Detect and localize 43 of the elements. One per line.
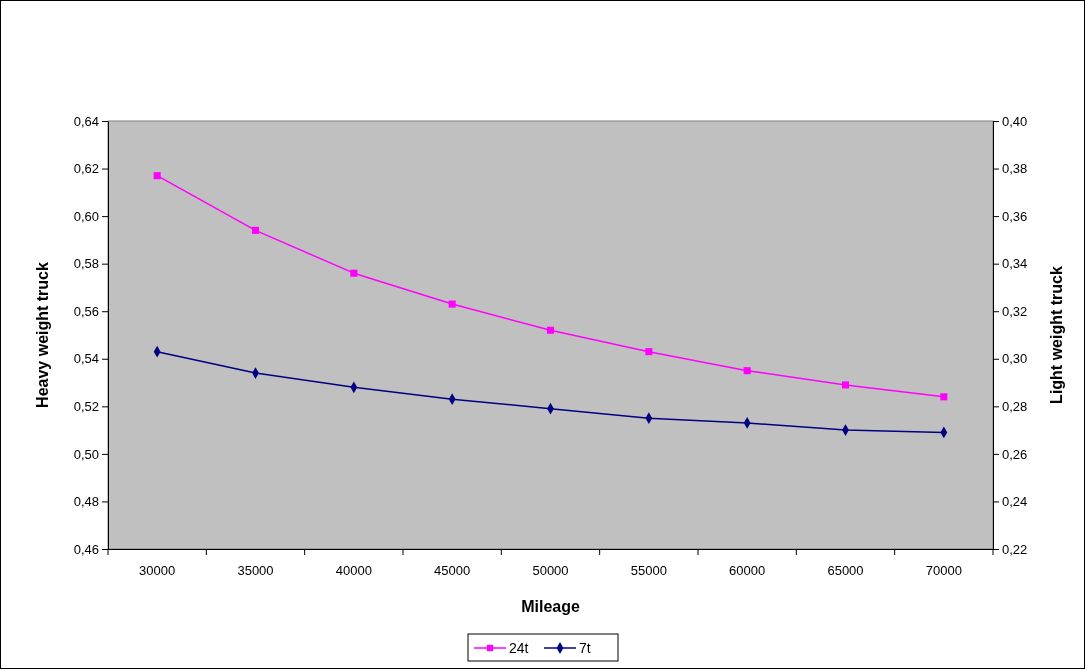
x-tick-label: 40000 bbox=[335, 562, 372, 578]
y-tick-label: 0,60 bbox=[73, 208, 99, 224]
y2-tick-label: 0,28 bbox=[1002, 398, 1028, 414]
y-tick-label: 0,64 bbox=[73, 113, 99, 129]
y2-tick-label: 0,38 bbox=[1002, 161, 1028, 177]
y-tick-label: 0,48 bbox=[73, 494, 99, 510]
point bbox=[841, 381, 850, 389]
point bbox=[546, 326, 555, 334]
y-tick-label: 0,46 bbox=[73, 541, 99, 557]
y2-tick-label: 0,34 bbox=[1002, 256, 1028, 272]
y-tick-label: 0,62 bbox=[73, 161, 99, 177]
y-tick-label: 0,58 bbox=[73, 256, 99, 272]
y-tick-label: 0,50 bbox=[73, 446, 99, 462]
point bbox=[448, 300, 456, 308]
x-tick-label: 55000 bbox=[630, 562, 667, 578]
x-tick-label: 70000 bbox=[925, 562, 962, 578]
y2-tick-label: 0,30 bbox=[1002, 351, 1028, 367]
y-tick-label: 0,54 bbox=[73, 351, 99, 367]
y2-tick-label: 0,24 bbox=[1002, 494, 1028, 510]
y-axis-title: Heavy weight truck bbox=[34, 261, 51, 408]
y2-tick-label: 0,26 bbox=[1002, 446, 1028, 462]
x-tick-label: 35000 bbox=[237, 562, 274, 578]
x-tick-label: 50000 bbox=[532, 562, 569, 578]
legend-label: 7t bbox=[579, 640, 591, 656]
point bbox=[251, 226, 260, 234]
point bbox=[645, 348, 653, 356]
point bbox=[940, 393, 948, 401]
y2-tick-label: 0,40 bbox=[1002, 113, 1028, 129]
x-axis-title: Mileage bbox=[521, 598, 580, 615]
y2-tick-label: 0,22 bbox=[1002, 541, 1028, 557]
y2-tick-label: 0,32 bbox=[1002, 303, 1028, 319]
point bbox=[350, 269, 358, 277]
x-tick-label: 60000 bbox=[729, 562, 766, 578]
point bbox=[743, 367, 751, 375]
y-tick-label: 0,56 bbox=[73, 303, 99, 319]
y2-tick-label: 0,36 bbox=[1002, 208, 1028, 224]
legend-label: 24t bbox=[509, 640, 529, 656]
y-tick-label: 0,52 bbox=[73, 398, 99, 414]
x-tick-label: 65000 bbox=[827, 562, 864, 578]
x-tick-label: 30000 bbox=[139, 562, 176, 578]
x-tick-label: 45000 bbox=[434, 562, 471, 578]
y2-axis-title: Light weight truck bbox=[1048, 266, 1065, 404]
point bbox=[153, 172, 161, 180]
